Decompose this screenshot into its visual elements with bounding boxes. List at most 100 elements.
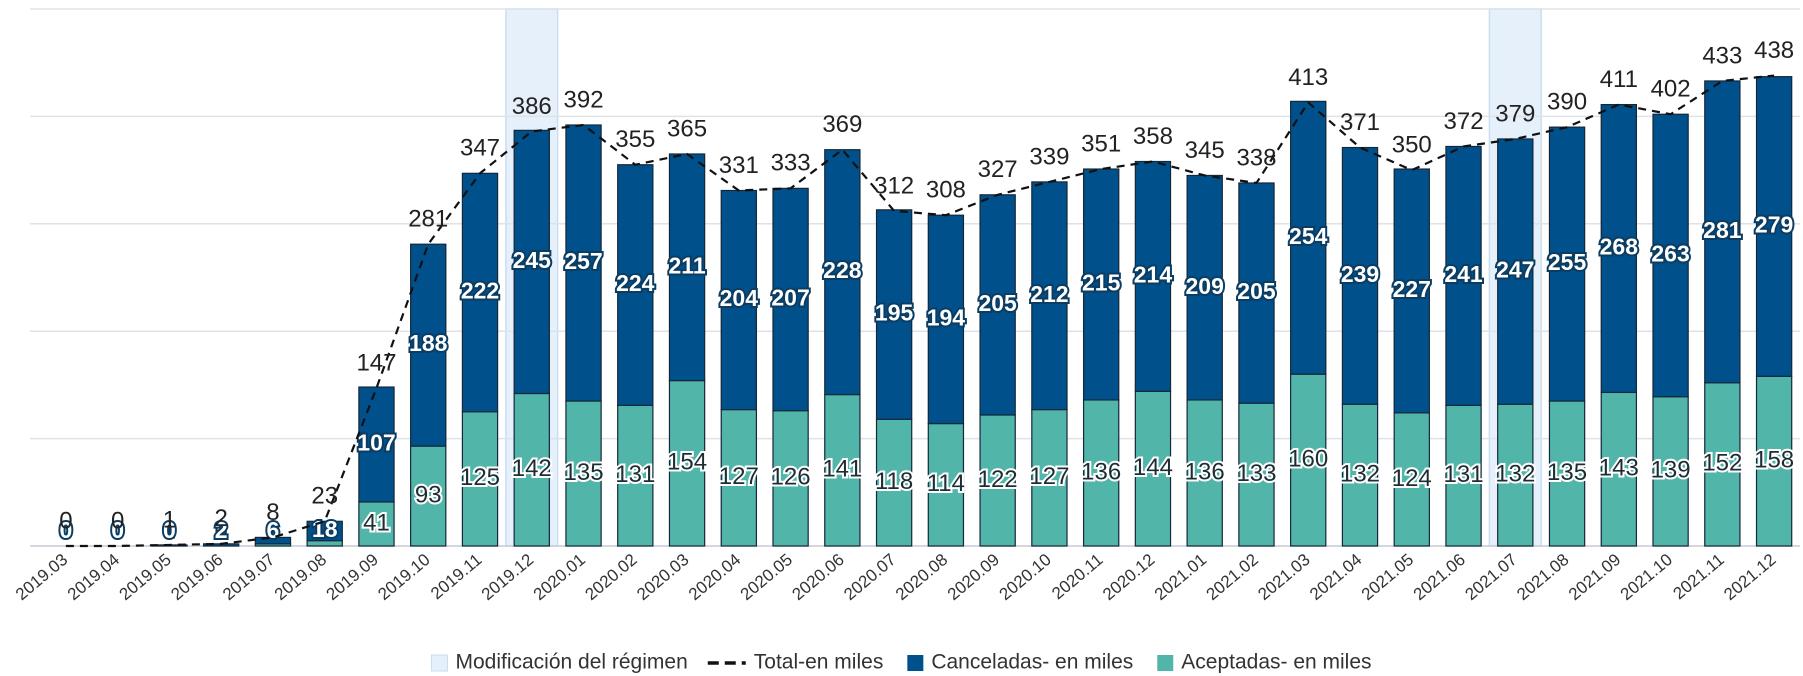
legend-label: Total-en miles — [754, 651, 884, 674]
bar-segment — [824, 393, 861, 547]
x-tick-label: 2021.04 — [1306, 550, 1365, 604]
bar-segment — [1082, 168, 1120, 401]
bar-segment — [772, 187, 809, 412]
total-label: 438 — [1754, 37, 1794, 64]
bar-segment — [720, 409, 758, 547]
data-label: 207 — [771, 285, 809, 311]
data-label: 139 — [1651, 457, 1691, 484]
bar-segment — [565, 124, 602, 402]
total-label: 386 — [512, 93, 552, 120]
x-tick-label: 2021.12 — [1720, 550, 1779, 604]
total-label: 281 — [408, 206, 448, 233]
data-label: 205 — [978, 290, 1017, 316]
bar-segment — [1600, 103, 1638, 394]
bar-segment — [617, 164, 654, 406]
bar-segment — [1290, 100, 1327, 375]
bar-segment — [1652, 396, 1689, 547]
x-tick-label: 2019.03 — [12, 550, 71, 604]
data-label: 135 — [1547, 459, 1587, 486]
data-label: 118 — [875, 468, 913, 495]
x-tick-label: 2021.11 — [1669, 550, 1727, 603]
data-label: 209 — [1186, 273, 1224, 299]
data-label: 254 — [1289, 223, 1328, 249]
bar-segment — [461, 172, 499, 413]
data-label: 204 — [720, 285, 759, 311]
data-label: 152 — [1702, 450, 1742, 477]
total-label: 347 — [460, 135, 500, 162]
bar-segment — [668, 380, 706, 547]
data-label: 132 — [1495, 460, 1535, 487]
x-tick-label: 2019.12 — [478, 550, 537, 604]
bar-segment — [1600, 391, 1638, 547]
total-label: 8 — [266, 499, 279, 526]
bar-segment — [824, 149, 861, 396]
bar-segment — [1393, 412, 1430, 547]
data-label: 18 — [312, 516, 338, 542]
x-tick-label: 2021.10 — [1617, 550, 1676, 604]
x-tick-label: 2020.11 — [1048, 550, 1106, 603]
x-tick-label: 2019.10 — [374, 550, 433, 604]
data-label: 188 — [409, 330, 448, 356]
legend-swatch — [1157, 655, 1174, 671]
data-label: 41 — [363, 509, 390, 536]
total-label: 333 — [771, 150, 811, 177]
data-label: 127 — [1029, 463, 1069, 490]
data-label: 0 — [111, 517, 124, 543]
data-label: 114 — [927, 470, 965, 497]
data-label: 136 — [1081, 458, 1121, 485]
bar-segment — [1290, 373, 1327, 547]
x-tick-label: 2020.05 — [737, 550, 796, 604]
data-label: 0 — [163, 517, 176, 543]
total-label: 358 — [1133, 123, 1173, 150]
x-tick-label: 2019.11 — [427, 550, 485, 603]
x-tick-label: 2021.03 — [1254, 550, 1313, 604]
bar-segment — [306, 520, 343, 542]
data-label: 245 — [513, 247, 552, 273]
bar-segment — [1497, 138, 1534, 405]
bar-segment — [1341, 403, 1379, 547]
bar-segment — [1134, 390, 1172, 547]
total-label: 345 — [1185, 137, 1225, 164]
data-label: 142 — [512, 455, 552, 482]
total-label: 355 — [615, 126, 655, 153]
legend-swatch — [430, 654, 448, 672]
bar-segment — [772, 410, 809, 547]
x-tick-label: 2020.03 — [633, 550, 692, 604]
data-label: 126 — [771, 464, 811, 491]
total-label: 23 — [311, 483, 338, 510]
bar-segment — [1186, 174, 1223, 401]
total-label: 308 — [926, 177, 966, 204]
total-label: 372 — [1444, 108, 1484, 135]
data-label: 107 — [357, 430, 395, 456]
total-label: 411 — [1600, 66, 1638, 93]
x-tick-label: 2021.07 — [1461, 550, 1520, 604]
legend: Modificación del régimen Total-en miles Ca… — [430, 651, 1372, 674]
bar-segment — [1445, 404, 1482, 547]
x-tick-label: 2020.08 — [892, 550, 951, 604]
bar-segment — [1238, 402, 1275, 547]
x-tick-label: 2020.07 — [840, 550, 899, 604]
x-tick-label: 2021.06 — [1410, 550, 1469, 604]
bar-segment — [358, 501, 395, 547]
legend-label: Canceladas- en miles — [931, 651, 1133, 674]
total-label: 338 — [1236, 144, 1276, 171]
bar-segment — [927, 214, 965, 425]
data-label: 268 — [1600, 234, 1639, 260]
bar-segment — [979, 194, 1016, 416]
x-tick-label: 2021.01 — [1151, 550, 1210, 604]
data-label: 0 — [214, 517, 227, 544]
bar-segment — [617, 404, 654, 547]
bar-segment — [410, 445, 447, 547]
total-label: 413 — [1288, 64, 1328, 91]
x-tick-label: 2019.09 — [323, 550, 382, 604]
bar-segment — [1341, 146, 1379, 405]
total-label: 312 — [874, 172, 914, 199]
data-label: 228 — [823, 257, 862, 283]
x-tick-label: 2020.06 — [789, 550, 848, 604]
data-label: 132 — [1340, 460, 1380, 487]
bar-segment — [1548, 400, 1586, 547]
data-label: 144 — [1133, 454, 1173, 481]
total-line — [65, 74, 1775, 548]
total-label: 331 — [719, 152, 759, 179]
data-label: 205 — [1237, 278, 1276, 304]
